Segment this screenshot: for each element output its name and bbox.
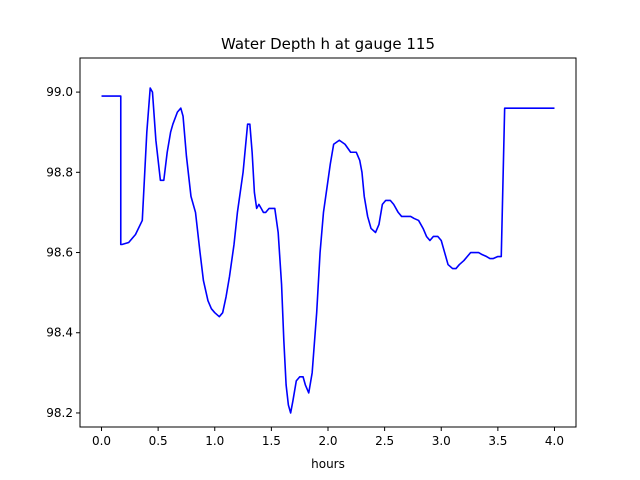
x-tick-label: 1.0 <box>205 434 224 448</box>
x-axis-ticks: 0.0 0.5 1.0 1.5 2.0 2.5 3.0 3.5 4.0 <box>92 427 564 448</box>
series-line-0 <box>101 87 555 414</box>
x-tick-label: 4.0 <box>545 434 564 448</box>
x-tick-label: 2.5 <box>375 434 394 448</box>
y-axis-ticks: 98.2 98.4 98.6 98.8 99.0 <box>46 85 80 420</box>
x-tick-label: 0.0 <box>92 434 111 448</box>
y-tick-label: 98.4 <box>46 326 73 340</box>
x-tick-label: 3.5 <box>488 434 507 448</box>
x-tick-label: 3.0 <box>432 434 451 448</box>
x-tick-label: 1.5 <box>262 434 281 448</box>
y-tick-label: 99.0 <box>46 85 73 99</box>
x-tick-label: 0.5 <box>149 434 168 448</box>
y-tick-label: 98.2 <box>46 406 73 420</box>
chart-title: Water Depth h at gauge 115 <box>221 35 435 53</box>
x-tick-label: 2.0 <box>318 434 337 448</box>
y-tick-label: 98.8 <box>46 165 73 179</box>
x-axis-label: hours <box>311 457 345 471</box>
y-tick-label: 98.6 <box>46 246 73 260</box>
series-layer <box>101 87 555 414</box>
